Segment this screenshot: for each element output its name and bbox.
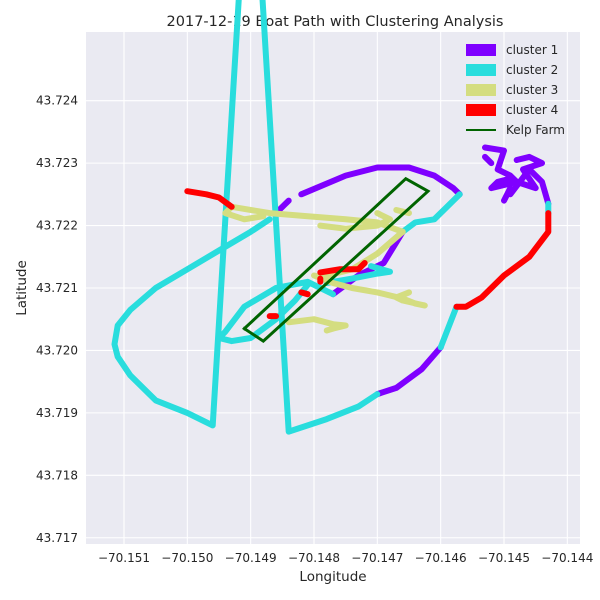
x-tick-label: −70.144	[541, 551, 593, 565]
x-tick-label: −70.146	[415, 551, 467, 565]
y-axis-label: Latitude	[14, 260, 30, 316]
x-tick-labels: −70.151 −70.150 −70.149 −70.148 −70.147 −70.1…	[98, 551, 593, 565]
y-tick-label: 43.724	[36, 94, 78, 108]
path-segment-cluster-2	[437, 303, 460, 351]
y-tick-labels: 43.717 43.718 43.719 43.720 43.721 43.722 43.7…	[36, 94, 78, 545]
path-segment-cluster-2	[111, 0, 381, 435]
legend-swatch	[466, 104, 496, 116]
y-tick-label: 43.718	[36, 468, 78, 482]
y-tick-label: 43.717	[36, 531, 78, 545]
path-segment-cluster-2	[323, 263, 393, 286]
y-tick-label: 43.721	[36, 281, 78, 295]
legend-swatch	[466, 84, 496, 96]
y-tick-label: 43.722	[36, 219, 78, 233]
legend-swatch	[466, 64, 496, 76]
series-cluster-2	[111, 0, 552, 435]
series-kelp-farm	[242, 176, 431, 343]
chart-title: 2017-12-19 Boat Path with Clustering Ana…	[167, 14, 504, 30]
path-segment-cluster-4	[317, 260, 368, 276]
path-segment-cluster-2	[399, 191, 463, 235]
path-segment-cluster-1	[501, 185, 514, 204]
path-segment-cluster-1	[482, 153, 495, 167]
legend-label: cluster 2	[506, 63, 558, 77]
x-tick-label: −70.148	[288, 551, 340, 565]
path-segment-cluster-3	[393, 207, 412, 217]
path-segment-cluster-4	[453, 210, 552, 310]
series-cluster-4	[184, 188, 552, 320]
path-segment-cluster-2	[216, 278, 336, 345]
path-segment-cluster-1	[507, 166, 552, 207]
legend-label: cluster 4	[506, 103, 558, 117]
x-tick-label: −70.145	[478, 551, 530, 565]
path-segment-cluster-4	[298, 289, 311, 298]
legend-label: Kelp Farm	[506, 123, 565, 137]
path-segment-cluster-3	[285, 316, 349, 334]
path-segment-cluster-4	[184, 188, 235, 210]
path-segment-cluster-3	[222, 203, 406, 235]
path-segment-cluster-1	[482, 144, 545, 192]
x-tick-label: −70.147	[351, 551, 403, 565]
kelp-farm-outline	[242, 176, 431, 343]
x-axis-label: Longitude	[299, 569, 366, 585]
y-tick-label: 43.719	[36, 406, 78, 420]
x-tick-label: −70.149	[225, 551, 277, 565]
y-tick-label: 43.723	[36, 156, 78, 170]
x-tick-label: −70.150	[161, 551, 213, 565]
path-segment-cluster-3	[317, 210, 393, 232]
path-segment-cluster-1	[374, 344, 444, 398]
x-tick-label: −70.151	[98, 551, 150, 565]
legend-label: cluster 3	[506, 83, 558, 97]
series-layer	[111, 0, 552, 435]
legend-swatch	[466, 44, 496, 56]
path-segment-cluster-1	[298, 164, 463, 198]
legend-label: cluster 1	[506, 43, 558, 57]
y-tick-label: 43.720	[36, 343, 78, 357]
legend: cluster 1 cluster 2 cluster 3 cluster 4 Kelp…	[466, 43, 565, 137]
series-cluster-3	[222, 203, 428, 334]
